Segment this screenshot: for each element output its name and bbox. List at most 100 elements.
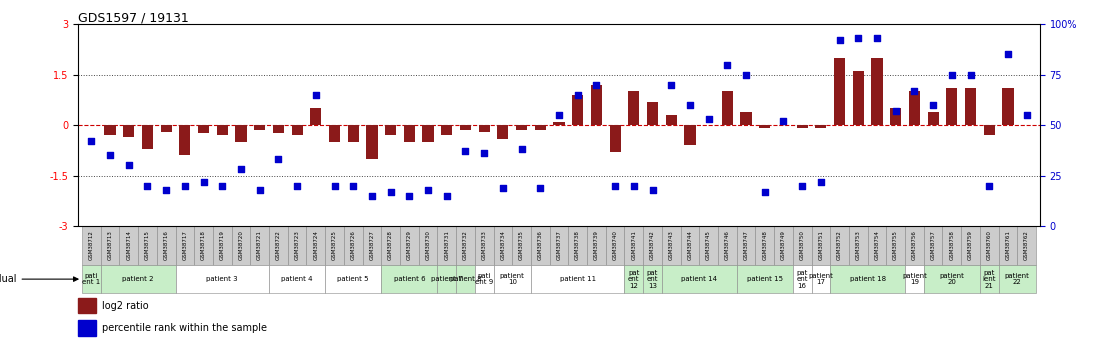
Bar xyxy=(609,125,620,152)
Text: GSM38727: GSM38727 xyxy=(369,230,375,260)
Point xyxy=(381,189,399,195)
Bar xyxy=(815,125,826,128)
Bar xyxy=(572,95,584,125)
Text: patient 5: patient 5 xyxy=(338,276,369,282)
Bar xyxy=(101,226,120,265)
Bar xyxy=(217,125,228,135)
Text: GSM38761: GSM38761 xyxy=(1005,230,1011,260)
Point xyxy=(233,167,250,172)
Point xyxy=(569,92,587,98)
Bar xyxy=(606,226,625,265)
Text: patient 7: patient 7 xyxy=(430,276,463,282)
Text: GSM38747: GSM38747 xyxy=(743,230,749,260)
Bar xyxy=(909,91,920,125)
Text: GSM38756: GSM38756 xyxy=(912,230,917,260)
Point xyxy=(325,183,343,188)
Bar xyxy=(984,125,995,135)
Bar xyxy=(871,58,882,125)
Point xyxy=(700,116,718,122)
Text: patient 11: patient 11 xyxy=(560,276,596,282)
Text: patient
10: patient 10 xyxy=(500,273,524,285)
Text: pat
ient
21: pat ient 21 xyxy=(983,270,996,289)
Bar xyxy=(437,265,456,293)
Text: GSM38760: GSM38760 xyxy=(987,230,992,260)
Bar xyxy=(923,265,979,293)
Bar xyxy=(419,226,437,265)
Bar xyxy=(793,265,812,293)
Point xyxy=(887,108,904,114)
Bar xyxy=(681,226,699,265)
Point xyxy=(925,102,942,108)
Bar xyxy=(722,91,733,125)
Text: GDS1597 / 19131: GDS1597 / 19131 xyxy=(78,11,189,24)
Text: GSM38733: GSM38733 xyxy=(482,230,486,260)
Point xyxy=(363,193,381,198)
Text: GSM38752: GSM38752 xyxy=(837,230,842,260)
Bar xyxy=(718,226,737,265)
Point xyxy=(756,189,774,195)
Bar xyxy=(906,265,923,293)
Point xyxy=(831,38,849,43)
Bar xyxy=(625,265,643,293)
Bar xyxy=(273,125,284,134)
Bar xyxy=(362,226,381,265)
Point xyxy=(999,52,1017,57)
Text: GSM38734: GSM38734 xyxy=(501,230,505,260)
Text: patient
20: patient 20 xyxy=(939,273,964,285)
Text: GSM38716: GSM38716 xyxy=(163,230,169,260)
Bar xyxy=(82,226,101,265)
Bar xyxy=(1017,226,1036,265)
Text: patient 14: patient 14 xyxy=(681,276,718,282)
Text: GSM38722: GSM38722 xyxy=(276,230,281,260)
Text: GSM38751: GSM38751 xyxy=(818,230,823,260)
Text: GSM38713: GSM38713 xyxy=(107,230,113,260)
Bar xyxy=(344,226,362,265)
Bar xyxy=(812,265,831,293)
Text: GSM38720: GSM38720 xyxy=(238,230,244,260)
Point xyxy=(176,183,193,188)
Bar xyxy=(998,226,1017,265)
Bar xyxy=(759,125,770,128)
Text: GSM38757: GSM38757 xyxy=(930,230,936,260)
Bar xyxy=(250,226,269,265)
Bar xyxy=(120,226,139,265)
Bar xyxy=(437,226,456,265)
Bar xyxy=(662,226,681,265)
Bar xyxy=(348,125,359,142)
Text: pati
ent 1: pati ent 1 xyxy=(83,273,101,285)
Text: GSM38715: GSM38715 xyxy=(145,230,150,260)
Bar xyxy=(123,125,134,137)
Point xyxy=(980,183,998,188)
Bar xyxy=(1003,88,1014,125)
Text: individual: individual xyxy=(0,274,78,284)
Bar xyxy=(498,125,509,138)
Bar xyxy=(684,125,695,145)
Text: patient
22: patient 22 xyxy=(1005,273,1030,285)
Point xyxy=(812,179,830,184)
Bar xyxy=(587,226,606,265)
Point xyxy=(419,187,437,193)
Point xyxy=(344,183,362,188)
Bar xyxy=(456,265,475,293)
Point xyxy=(101,152,119,158)
Bar xyxy=(946,88,957,125)
Text: pat
ent
13: pat ent 13 xyxy=(647,270,659,289)
Bar xyxy=(793,226,812,265)
Point xyxy=(139,183,157,188)
Bar xyxy=(101,265,176,293)
Bar xyxy=(774,226,793,265)
Bar xyxy=(493,226,512,265)
Text: patient 18: patient 18 xyxy=(850,276,885,282)
Bar xyxy=(479,125,490,132)
Bar xyxy=(643,226,662,265)
Text: GSM38729: GSM38729 xyxy=(407,230,411,260)
Point xyxy=(644,187,662,193)
Text: GSM38736: GSM38736 xyxy=(538,230,543,260)
Point xyxy=(719,62,737,67)
Bar xyxy=(979,226,998,265)
Point xyxy=(158,187,176,193)
Point xyxy=(550,112,568,118)
Bar xyxy=(628,91,639,125)
Text: log2 ratio: log2 ratio xyxy=(103,301,149,311)
Text: GSM38754: GSM38754 xyxy=(874,230,880,260)
